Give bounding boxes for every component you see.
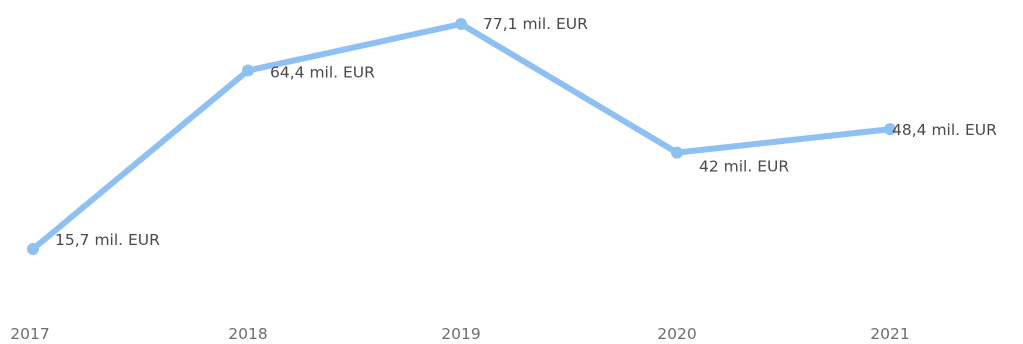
x-tick-label-2017: 2017 [10,325,49,343]
x-axis-ticks: 2017 2018 2019 2020 2021 [10,325,909,343]
x-tick-label-2020: 2020 [657,325,696,343]
data-point-2019 [455,18,467,30]
data-point-2021 [884,123,896,136]
x-tick-label-2019: 2019 [441,325,480,343]
data-label-2018: 64,4 mil. EUR [270,64,375,82]
data-label-2019: 77,1 mil. EUR [483,15,588,33]
data-label-2017: 15,7 mil. EUR [55,231,160,249]
data-points [27,18,896,255]
data-point-2018 [242,64,254,77]
x-tick-label-2021: 2021 [870,325,909,343]
x-tick-label-2018: 2018 [228,325,267,343]
data-label-2020: 42 mil. EUR [699,158,789,176]
data-point-2020 [671,146,683,159]
data-label-2021: 48,4 mil. EUR [892,121,997,139]
series-lines [30,21,893,252]
data-labels: 15,7 mil. EUR 64,4 mil. EUR 77,1 mil. EUR 4… [55,15,997,249]
series-line [30,21,893,252]
data-point-2017 [27,243,39,255]
